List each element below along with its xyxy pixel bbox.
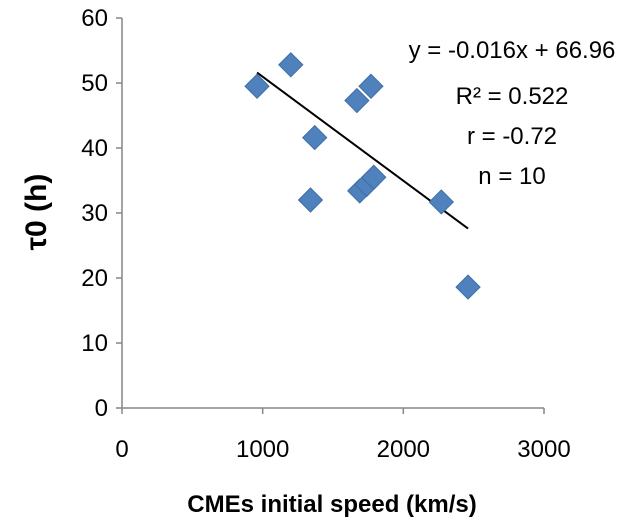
y-tick-label: 30	[81, 200, 108, 227]
x-axis-title: CMEs initial speed (km/s)	[187, 491, 476, 518]
x-tick-label: 2000	[377, 436, 430, 463]
y-tick-label: 50	[81, 70, 108, 97]
annotation-line: n = 10	[478, 163, 545, 190]
axis-ticks: 0 10 20 30 40 50 60 0 1000 2000 3000	[81, 5, 570, 463]
y-tick-label: 60	[81, 5, 108, 32]
annotation-line: y = -0.016x + 66.96	[409, 37, 616, 64]
data-point	[361, 164, 387, 190]
data-point	[302, 124, 328, 151]
data-point	[428, 189, 455, 215]
data-point	[358, 73, 384, 99]
annotation-line: r = -0.72	[467, 123, 557, 150]
data-point	[278, 52, 304, 78]
regression-annotations: y = -0.016x + 66.96 R² = 0.522 r = -0.72 n …	[409, 37, 616, 190]
y-axis-title: τ0 (h)	[20, 174, 53, 251]
y-tick-label: 0	[95, 395, 108, 422]
annotation-line: R² = 0.522	[456, 83, 569, 110]
data-point	[297, 187, 324, 213]
axes	[121, 18, 544, 409]
data-point	[244, 73, 270, 99]
y-tick-label: 20	[81, 265, 108, 292]
y-tick-label: 10	[81, 330, 108, 357]
x-tick-label: 3000	[517, 436, 570, 463]
data-point	[455, 274, 481, 300]
data-point	[344, 87, 370, 114]
y-tick-label: 40	[81, 135, 108, 162]
x-tick-label: 0	[115, 436, 128, 463]
data-points	[244, 52, 481, 300]
x-tick-label: 1000	[236, 436, 289, 463]
